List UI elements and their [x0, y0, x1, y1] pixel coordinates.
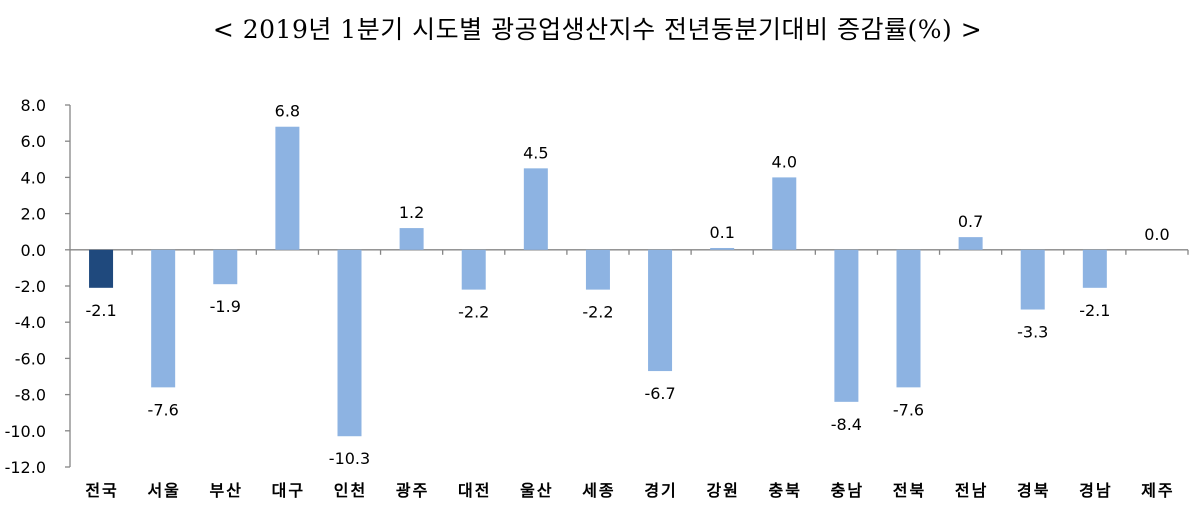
data-label: 4.5: [523, 143, 548, 162]
bar-울산: [523, 168, 548, 250]
x-tick-label: 경남: [1079, 481, 1112, 500]
data-label: 0.1: [709, 223, 734, 242]
bar-전남: [958, 237, 983, 250]
y-tick-label: 2.0: [21, 205, 46, 224]
x-tick-label: 경기: [644, 481, 677, 500]
x-tick-label: 광주: [396, 481, 429, 500]
bar-강원: [710, 247, 735, 250]
x-tick-label: 충북: [769, 481, 802, 500]
y-tick-label: 8.0: [21, 96, 46, 115]
x-tick-label: 대전: [458, 481, 491, 500]
bar-대구: [275, 126, 300, 250]
data-label: -2.2: [582, 303, 613, 322]
data-label: -1.9: [210, 297, 241, 316]
y-tick-label: 0.0: [21, 241, 46, 260]
data-label: 6.8: [275, 102, 300, 121]
data-label: -2.1: [85, 301, 116, 320]
y-tick-label: 6.0: [21, 132, 46, 151]
bar-인천: [337, 249, 362, 437]
x-tick-label: 충남: [831, 481, 864, 500]
bar-서울: [151, 249, 176, 388]
data-label: -2.1: [1079, 301, 1110, 320]
y-tick-label: -10.0: [5, 422, 46, 441]
x-tick-label: 강원: [706, 481, 739, 500]
x-tick-label: 부산: [210, 481, 243, 500]
x-tick-label: 제주: [1141, 481, 1174, 500]
bar-경기: [648, 249, 673, 372]
data-label: 0.7: [958, 212, 983, 231]
x-tick-label: 서울: [147, 481, 180, 500]
bar-경북: [1020, 249, 1045, 310]
x-tick-label: 인천: [334, 481, 367, 500]
x-tick-label: 울산: [520, 481, 553, 500]
y-tick-label: -2.0: [15, 277, 46, 296]
data-label: -7.6: [148, 400, 179, 419]
x-tick-label: 전남: [955, 481, 988, 500]
x-tick-label: 세종: [582, 481, 615, 500]
bar-전북: [896, 249, 921, 388]
bar-세종: [585, 249, 610, 290]
y-tick-label: -12.0: [5, 458, 46, 477]
x-tick-label: 대구: [272, 481, 305, 500]
bar-광주: [399, 228, 424, 250]
bar-경남: [1082, 249, 1107, 288]
y-tick-label: 4.0: [21, 168, 46, 187]
chart-title: < 2019년 1분기 시도별 광공업생산지수 전년동분기대비 증감률(%) >: [212, 15, 983, 44]
y-tick-label: -6.0: [15, 349, 46, 368]
bar-부산: [213, 249, 238, 285]
x-tick-label: 전북: [893, 481, 926, 500]
data-label: -10.3: [329, 449, 370, 468]
x-tick-label: 경북: [1017, 481, 1050, 500]
bar-대전: [461, 249, 486, 290]
bar-전국: [89, 249, 114, 288]
data-label: 4.0: [772, 152, 797, 171]
y-tick-label: -8.0: [15, 386, 46, 405]
data-label: -8.4: [831, 415, 862, 434]
data-label: 1.2: [399, 203, 424, 222]
x-tick-label: 전국: [85, 481, 118, 500]
data-label: -7.6: [893, 400, 924, 419]
y-tick-label: -4.0: [15, 313, 46, 332]
data-label: -3.3: [1017, 323, 1048, 342]
bar-충남: [834, 249, 859, 402]
data-label: 0.0: [1144, 225, 1169, 244]
data-label: -6.7: [644, 384, 675, 403]
data-label: -2.2: [458, 303, 489, 322]
bar-충북: [772, 177, 797, 250]
